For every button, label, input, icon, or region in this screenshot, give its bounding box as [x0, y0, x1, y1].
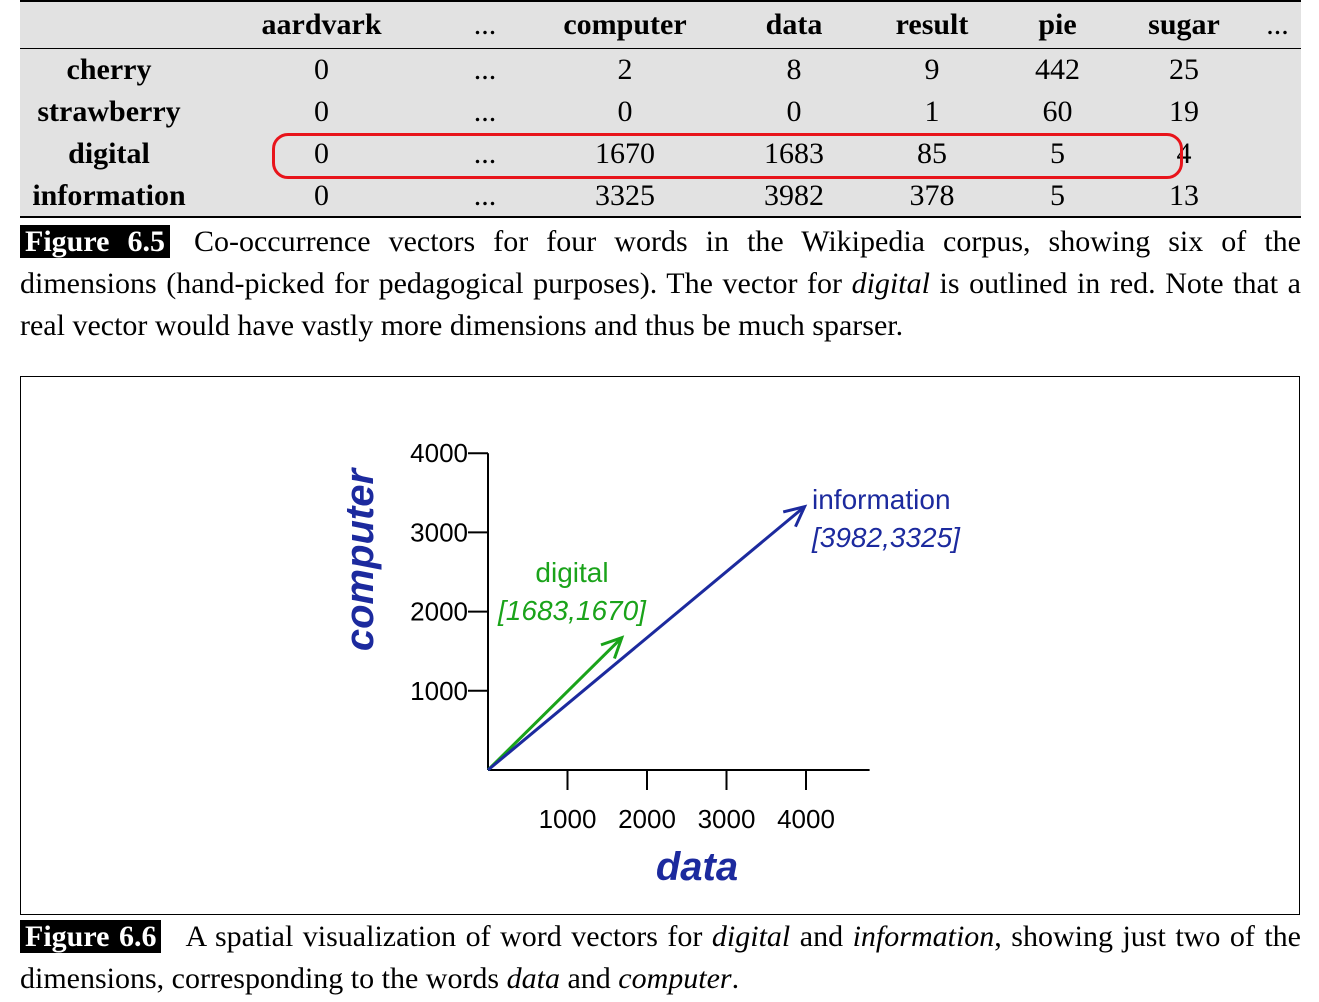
row-word: cherry — [66, 53, 152, 86]
caption-text: Co-occurrence vectors for four words in … — [20, 225, 1301, 300]
row-word: digital — [68, 137, 150, 170]
column-header: ... — [1254, 2, 1301, 49]
caption-emphasis: digital — [851, 267, 930, 300]
x-axis-title: data — [656, 845, 738, 889]
column-header: sugar — [1114, 2, 1254, 49]
table-cell: ... — [473, 179, 497, 212]
table-cell: 1683 — [764, 137, 824, 170]
information-arrowhead — [782, 504, 808, 528]
table-cell: 8 — [786, 53, 802, 86]
digital-vector — [486, 636, 623, 772]
table-cell: 0 — [314, 95, 329, 128]
information-coords-label: [3982,3325] — [811, 522, 961, 553]
table-cell: 378 — [909, 179, 955, 212]
caption-text: , showing just two of the dimensions, co… — [20, 920, 1301, 995]
y-tick-label: 2000 — [410, 597, 468, 627]
caption-text: and — [790, 920, 853, 953]
column-header: computer — [525, 2, 725, 49]
table-cell: 3982 — [764, 179, 824, 212]
plot-vectors: digital [1683,1670] information [3982,3325] — [486, 484, 961, 772]
table-cell: 1670 — [595, 137, 655, 170]
x-tick-label: 4000 — [777, 804, 835, 834]
table-cell: 442 — [1035, 53, 1080, 86]
table-cell: ... — [473, 53, 497, 86]
table-cell: 13 — [1169, 179, 1199, 212]
table-row: cherry 0 ... 2 8 9 442 25 — [20, 49, 1301, 92]
vector-plot: 1000 2000 3000 4000 1000 2000 3000 4000 data comp… — [338, 438, 961, 889]
y-axis-title: computer — [338, 466, 382, 651]
table-cell: 3325 — [595, 179, 655, 212]
table-cell: 5 — [1050, 179, 1065, 212]
table-cell: 1 — [924, 95, 940, 128]
digital-label: digital — [535, 557, 608, 588]
table-cell: 19 — [1169, 95, 1199, 128]
caption-emphasis: data — [506, 962, 560, 995]
caption-text: and — [559, 962, 619, 995]
table-cell: 0 — [314, 137, 329, 170]
caption-emphasis: digital — [711, 920, 791, 953]
cooccurrence-table-container: aardvark ... computer data result pie su… — [20, 0, 1301, 218]
table-cell: 0 — [786, 95, 802, 128]
figure-6-6-caption: Figure 6.6 A spatial visualization of wor… — [20, 916, 1301, 1000]
table-cell: 2 — [617, 53, 633, 86]
table-cell: 85 — [917, 137, 947, 170]
table-cell: 9 — [924, 53, 940, 86]
row-word: information — [32, 179, 186, 212]
figure-label: Figure 6.6 — [20, 920, 162, 953]
table-cell: 0 — [314, 53, 329, 86]
vector-plot-frame: 1000 2000 3000 4000 1000 2000 3000 4000 data comp… — [20, 376, 1300, 915]
table-cell: ... — [473, 95, 497, 128]
caption-text: . — [731, 962, 740, 995]
plot-axes: 1000 2000 3000 4000 1000 2000 3000 4000 data comp… — [338, 438, 870, 889]
x-tick-label: 2000 — [618, 804, 676, 834]
column-header: pie — [1001, 2, 1114, 49]
column-header: result — [863, 2, 1001, 49]
digital-row-highlight — [272, 133, 1183, 179]
x-tick-label: 3000 — [698, 804, 756, 834]
y-tick-label: 4000 — [410, 438, 468, 468]
caption-text: is outlined in red. Note that a real vec… — [20, 267, 1301, 342]
information-vector — [487, 505, 806, 772]
caption-emphasis: information — [852, 920, 995, 953]
caption-text: A spatial visualization of word vectors … — [185, 920, 712, 953]
table-cell: 60 — [1042, 95, 1073, 128]
row-word: strawberry — [37, 95, 181, 128]
figure-6-5-caption: Figure 6.5 Co-occurrence vectors for four… — [20, 221, 1301, 347]
column-header: aardvark — [198, 2, 445, 49]
column-header — [20, 2, 198, 49]
column-header: data — [725, 2, 863, 49]
table-row: strawberry 0 ... 0 0 1 60 19 — [20, 91, 1301, 133]
table-cell: 0 — [314, 179, 329, 212]
table-header-row: aardvark ... computer data result pie su… — [20, 2, 1301, 49]
table-cell: 5 — [1050, 137, 1065, 170]
table-cell: 25 — [1169, 53, 1199, 86]
y-tick-label: 1000 — [410, 676, 468, 706]
digital-coords-label: [1683,1670] — [497, 595, 647, 626]
cooccurrence-table: aardvark ... computer data result pie su… — [20, 2, 1301, 217]
caption-emphasis: computer — [618, 962, 732, 995]
table-cell: 0 — [617, 95, 633, 128]
x-tick-label: 1000 — [539, 804, 597, 834]
y-tick-label: 3000 — [410, 517, 468, 547]
figure-label: Figure 6.5 — [20, 225, 170, 258]
information-label: information — [812, 484, 951, 515]
digital-arrowhead — [600, 635, 625, 659]
column-header: ... — [445, 2, 525, 49]
table-cell: ... — [473, 137, 497, 170]
table-row: information 0 ... 3325 3982 378 5 13 — [20, 175, 1301, 217]
